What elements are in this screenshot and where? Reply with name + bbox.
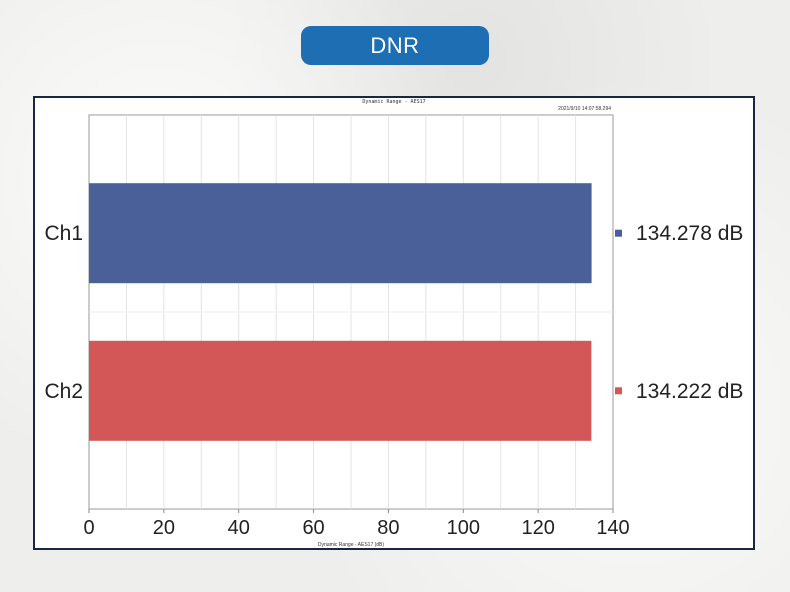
category-label: Ch1 bbox=[44, 222, 83, 245]
category-label: Ch2 bbox=[44, 380, 83, 403]
x-tick-label: 80 bbox=[377, 517, 399, 539]
legend-marker-ch2 bbox=[615, 387, 622, 395]
bar-chart: 0 20 40 60 80 100 120 140 Dynamic Range - AES17 … bbox=[44, 114, 743, 548]
legend-marker-ch1 bbox=[615, 229, 622, 237]
x-axis-label: Dynamic Range - AES17 (dB) bbox=[318, 542, 384, 548]
value-label-ch2: 134.222 dB bbox=[636, 380, 743, 403]
x-tick-label: 120 bbox=[521, 517, 554, 539]
chart-timestamp: 2021/9/10 14:07:58.294 bbox=[558, 106, 611, 112]
value-label-ch1: 134.278 dB bbox=[636, 222, 743, 245]
x-tick-label: 0 bbox=[83, 517, 94, 539]
bar-ch2 bbox=[89, 340, 592, 441]
chart-frame: Dynamic Range - AES17 2021/9/10 14:07:58… bbox=[33, 96, 755, 550]
chart-title: Dynamic Range - AES17 bbox=[362, 99, 426, 105]
x-tick-label: 60 bbox=[302, 517, 324, 539]
x-tick-label: 140 bbox=[596, 517, 629, 539]
section-title-badge: DNR bbox=[301, 26, 489, 65]
bar-ch1 bbox=[89, 183, 592, 284]
x-tick-label: 100 bbox=[447, 517, 480, 539]
x-tick-label: 20 bbox=[153, 517, 175, 539]
x-tick-label: 40 bbox=[228, 517, 250, 539]
